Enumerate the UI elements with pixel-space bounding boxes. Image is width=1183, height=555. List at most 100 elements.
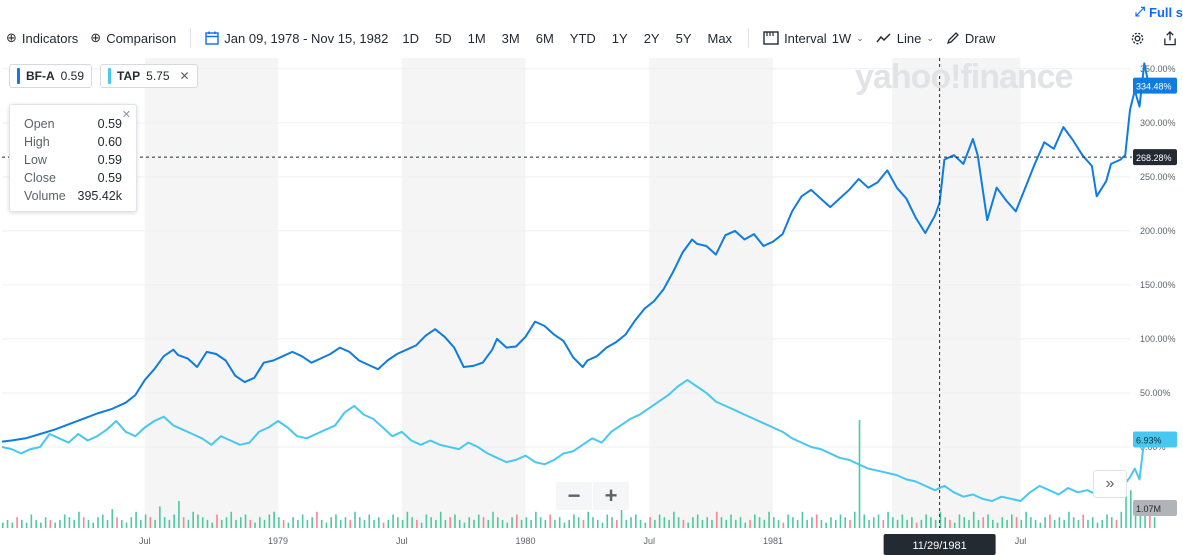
range-button-1y[interactable]: 1Y <box>611 30 628 46</box>
range-button-6m[interactable]: 6M <box>535 30 554 46</box>
chart-type-select[interactable]: Line ⌄ <box>870 24 940 52</box>
x-tick-label: 1979 <box>268 536 288 546</box>
volume-bar <box>140 519 142 528</box>
volume-bar <box>506 522 509 528</box>
tooltip-value: 0.59 <box>97 117 122 131</box>
volume-bar <box>1025 511 1027 528</box>
bfa-last-price-tag-bg <box>1133 77 1177 94</box>
zoom-in-button[interactable]: + <box>593 482 629 510</box>
scroll-to-end-button[interactable]: » <box>1093 470 1127 498</box>
volume-bar <box>592 517 594 528</box>
zoom-out-button[interactable]: − <box>556 482 592 510</box>
range-button-ytd[interactable]: YTD <box>569 30 596 46</box>
tooltip-label: Low <box>24 153 47 167</box>
volume-bar <box>615 519 618 528</box>
range-button-1m[interactable]: 1M <box>467 30 486 46</box>
volume-bar <box>635 514 637 528</box>
remove-comparison-icon[interactable]: ✕ <box>179 69 190 83</box>
comparison-button[interactable]: ⊕ Comparison <box>84 24 182 52</box>
volume-bar <box>554 519 556 528</box>
volume-bar <box>311 517 313 528</box>
volume-bar <box>273 511 275 528</box>
y-tick-label: 250.00% <box>1140 172 1176 182</box>
range-button-5d[interactable]: 5D <box>434 30 452 46</box>
volume-bar <box>444 519 447 528</box>
volume-bar <box>972 511 975 528</box>
volume-bar <box>639 519 642 528</box>
volume-bar <box>563 522 566 528</box>
volume-bar <box>1120 511 1123 528</box>
volume-bar <box>1106 514 1108 528</box>
period-band <box>892 58 1021 528</box>
volume-bar <box>987 514 989 528</box>
volume-bar <box>225 517 228 528</box>
share-icon[interactable] <box>1163 30 1177 46</box>
volume-bar <box>734 519 737 528</box>
range-button-3m[interactable]: 3M <box>501 30 520 46</box>
volume-bar <box>54 522 56 528</box>
range-button-5y[interactable]: 5Y <box>675 30 692 46</box>
volume-bar <box>49 519 52 528</box>
crosshair-date-label: 11/29/1981 <box>912 540 966 552</box>
volume-bar <box>644 522 647 528</box>
gear-icon[interactable] <box>1130 31 1145 46</box>
range-button-2y[interactable]: 2Y <box>643 30 660 46</box>
plus-circle-icon: ⊕ <box>90 30 102 45</box>
volume-bar <box>682 519 685 528</box>
volume-bar <box>454 514 456 528</box>
volume-bar <box>620 506 623 528</box>
legend-chip-tap[interactable]: TAP 5.75 ✕ <box>100 64 198 88</box>
volume-bar <box>1153 517 1156 528</box>
volume-bar <box>877 514 880 528</box>
volume-bar <box>968 519 970 528</box>
volume-bar <box>1063 519 1065 528</box>
volume-bar <box>87 519 90 528</box>
volume-bar <box>397 517 399 528</box>
chart-type-label: Line <box>896 30 922 46</box>
volume-bar <box>944 517 946 528</box>
volume-bar <box>130 517 133 528</box>
fullscreen-button[interactable]: ⤢ Full s <box>1135 4 1183 20</box>
volume-bar <box>230 511 233 528</box>
volume-bar <box>715 511 718 528</box>
volume-last-tag-bg <box>1133 500 1177 516</box>
x-tick-label: 1981 <box>763 536 783 546</box>
legend-value: 5.75 <box>146 69 170 83</box>
volume-bar <box>282 519 285 528</box>
volume-bar <box>120 519 123 528</box>
expand-icon: ⤢ <box>1134 4 1146 19</box>
legend-chip-bfa[interactable]: BF-A 0.59 <box>9 64 93 88</box>
volume-bar <box>830 517 832 528</box>
close-icon[interactable]: ✕ <box>121 109 131 121</box>
range-button-max[interactable]: Max <box>707 30 733 46</box>
volume-bar <box>777 519 780 528</box>
range-button-1d[interactable]: 1D <box>402 30 419 46</box>
volume-bar <box>116 517 118 528</box>
crosshair-date-bg <box>883 534 996 555</box>
volume-bar <box>558 517 561 528</box>
volume-bar <box>187 519 190 528</box>
volume-bar <box>815 514 818 528</box>
indicators-button[interactable]: ⊕ Indicators <box>0 24 84 52</box>
volume-bar <box>73 519 75 528</box>
yahoo-finance-watermark: yahoo!finance <box>855 58 1073 96</box>
date-range-picker[interactable]: Jan 09, 1978 - Nov 15, 1982 <box>199 24 394 52</box>
volume-bar <box>468 517 471 528</box>
crosshair-price-tag-bg <box>1133 149 1177 166</box>
interval-select[interactable]: Interval 1W ⌄ <box>757 24 870 52</box>
volume-bar <box>78 511 80 528</box>
draw-button[interactable]: Draw <box>940 24 1001 52</box>
volume-bar <box>539 517 542 528</box>
volume-bar <box>82 517 85 528</box>
period-band <box>144 58 279 528</box>
volume-bar <box>587 511 590 528</box>
volume-bar <box>125 522 128 528</box>
chevron-down-icon: ⌄ <box>926 32 934 43</box>
volume-bar <box>21 519 23 528</box>
volume-bar <box>97 517 99 528</box>
legend: BF-A 0.59 TAP 5.75 ✕ <box>9 64 198 88</box>
x-tick-label: Jul <box>139 536 151 546</box>
volume-bar <box>706 517 709 528</box>
volume-bar <box>872 517 875 528</box>
tooltip-row-open: Open 0.59 <box>24 115 122 133</box>
